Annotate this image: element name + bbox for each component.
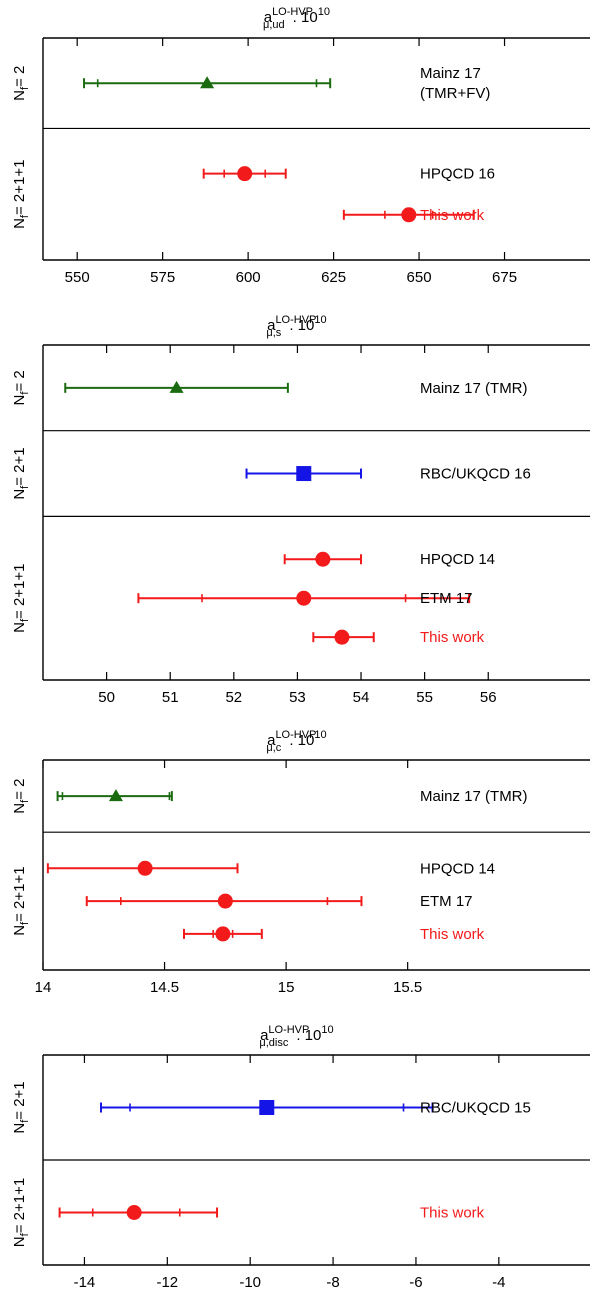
data-point-circle — [126, 1205, 142, 1220]
group-label: Nf= 2 — [11, 370, 31, 405]
data-point-circle — [334, 629, 350, 645]
tick-label: 52 — [225, 689, 242, 706]
tick-label: -4 — [492, 1274, 505, 1291]
tick-label: -14 — [74, 1274, 96, 1291]
tick-label: 50 — [98, 689, 115, 706]
group-label: Nf= 2+1+1 — [11, 1178, 31, 1247]
entry-label: ETM 17 — [420, 590, 473, 607]
group-label: Nf= 2+1 — [11, 1081, 31, 1133]
data-point-triangle — [108, 789, 123, 802]
tick-label: 650 — [407, 269, 432, 286]
tick-label: 14 — [35, 979, 52, 996]
entry-label: ETM 17 — [420, 893, 473, 910]
tick-label: -6 — [409, 1274, 422, 1291]
tick-label: 53 — [289, 689, 306, 706]
group-label: Nf= 2 — [11, 66, 31, 101]
data-point-square — [296, 466, 312, 482]
tick-label: -10 — [239, 1274, 261, 1291]
entry-label: Mainz 17 (TMR) — [420, 380, 528, 397]
entry-label: (TMR+FV) — [420, 85, 490, 102]
data-point-circle — [217, 893, 233, 909]
tick-label: 550 — [65, 269, 90, 286]
panel-4: aLO-HVP μ,disc. 1010 -14 -12 -10 -8 -6 -4 Nf= 2+… — [11, 1024, 590, 1291]
panel-2: aLO-HVP μ,s. 1010 50 51 52 53 54 55 56 Nf= 2 Nf= 2… — [11, 314, 590, 706]
panel-1: aLO-HVP μ,ud. 1010 550 575 600 625 650 675 Nf= 2… — [11, 6, 590, 286]
tick-label: 575 — [150, 269, 175, 286]
tick-label: -8 — [326, 1274, 339, 1291]
group-label: Nf= 2+1 — [11, 447, 31, 499]
entry-label: This work — [420, 926, 485, 943]
group-label: Nf= 2+1+1 — [11, 160, 31, 229]
entry-label: This work — [420, 207, 485, 224]
tick-label: 56 — [480, 689, 497, 706]
data-point-circle — [137, 860, 153, 876]
data-point-circle — [215, 926, 231, 942]
tick-label: 600 — [236, 269, 261, 286]
data-point-triangle — [169, 380, 184, 393]
group-label: Nf= 2 — [11, 779, 31, 814]
data-point-circle — [237, 166, 253, 182]
data-point-circle — [296, 590, 312, 606]
entry-label: RBC/UKQCD 15 — [420, 1100, 531, 1117]
data-point-circle — [315, 551, 331, 567]
tick-label: 51 — [162, 689, 179, 706]
tick-label: 625 — [321, 269, 346, 286]
panel-title: aLO-HVP μ,disc. 1010 — [259, 1024, 333, 1049]
entry-label: HPQCD 14 — [420, 551, 495, 568]
tick-label: 15.5 — [393, 979, 422, 996]
entry-label: HPQCD 14 — [420, 860, 495, 877]
tick-label: 14.5 — [150, 979, 179, 996]
data-point-square — [259, 1100, 275, 1115]
entry-label: Mainz 17 — [420, 65, 481, 82]
entry-label: Mainz 17 (TMR) — [420, 788, 528, 805]
tick-label: 55 — [416, 689, 433, 706]
entry-label: HPQCD 16 — [420, 166, 495, 183]
group-label: Nf= 2+1+1 — [11, 866, 31, 935]
panel-title: aLO-HVP μ,ud. 1010 — [263, 6, 330, 31]
panel-3: aLO-HVP μ,c. 1010 14 14.5 15 15.5 Nf= 2 Nf= 2+1… — [11, 729, 590, 996]
group-label: Nf= 2+1+1 — [11, 564, 31, 633]
entry-label: RBC/UKQCD 16 — [420, 466, 531, 483]
panel-title: aLO-HVP μ,s. 1010 — [266, 314, 326, 339]
data-point-triangle — [200, 76, 215, 89]
panel-title: aLO-HVP μ,c. 1010 — [266, 729, 326, 754]
data-point-circle — [401, 207, 417, 223]
tick-label: 54 — [353, 689, 370, 706]
tick-label: 15 — [278, 979, 295, 996]
entry-label: This work — [420, 629, 485, 646]
entry-label: This work — [420, 1205, 485, 1222]
tick-label: 675 — [492, 269, 517, 286]
tick-label: -12 — [156, 1274, 178, 1291]
